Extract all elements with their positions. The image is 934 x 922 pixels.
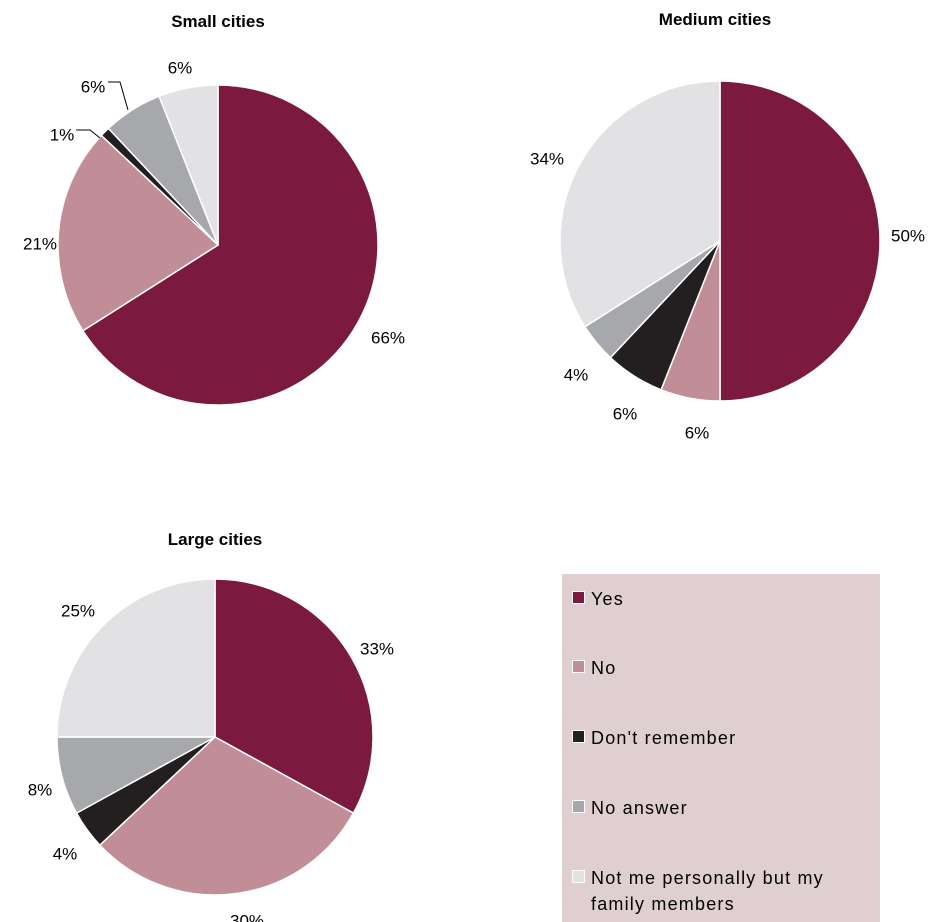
legend-item-family-members: Not me personally but my family members	[572, 865, 881, 917]
data-label-large-cities-not-me-personally-but-my-family-members: 25%	[61, 601, 95, 620]
chart-title-medium-cities: Medium cities	[658, 10, 772, 29]
data-label-small-cities-no-answer: 6%	[81, 77, 106, 96]
pie-slice-medium-cities-not-me-personally-but-my-family-members	[559, 80, 721, 328]
leader-line-small-cities-no-answer	[108, 81, 129, 111]
legend-item-no: No	[572, 655, 881, 681]
data-label-medium-cities-no: 6%	[685, 423, 710, 442]
data-label-medium-cities-yes: 50%	[891, 226, 925, 245]
legend-label-dont-remember: Don't remember	[591, 728, 737, 748]
legend-item-no-answer: No answer	[572, 795, 881, 821]
data-label-small-cities-not-me-personally-but-my-family-members: 6%	[168, 58, 193, 77]
data-label-medium-cities-no-answer: 4%	[564, 365, 589, 384]
legend-swatch-dont-remember	[572, 730, 585, 743]
data-label-small-cities-yes: 66%	[371, 328, 405, 347]
legend-label-family-members: Not me personally but my family members	[591, 868, 824, 914]
data-label-large-cities-no: 30%	[230, 911, 264, 922]
legend-swatch-family-members	[572, 870, 585, 883]
pie-slice-large-cities-not-me-personally-but-my-family-members	[56, 578, 216, 738]
chart-title-large-cities: Large cities	[167, 530, 263, 549]
data-label-small-cities-no: 21%	[23, 234, 57, 253]
legend-label-yes: Yes	[591, 589, 624, 609]
legend-swatch-no-answer	[572, 800, 585, 813]
legend-label-no-answer: No answer	[591, 798, 688, 818]
pie-slice-medium-cities-yes	[719, 80, 881, 402]
data-label-large-cities-no-answer: 8%	[28, 780, 53, 799]
legend: Yes No Don't remember No answer Not me p…	[562, 574, 880, 922]
legend-swatch-yes	[572, 591, 585, 604]
data-label-small-cities-don-t-remember: 1%	[50, 125, 75, 144]
legend-item-dont-remember: Don't remember	[572, 725, 881, 751]
legend-swatch-no	[572, 660, 585, 673]
data-label-large-cities-yes: 33%	[360, 639, 394, 658]
data-label-medium-cities-not-me-personally-but-my-family-members: 34%	[530, 149, 564, 168]
data-label-large-cities-don-t-remember: 4%	[53, 844, 78, 863]
pie-slice-small-cities-not-me-personally-but-my-family-members	[158, 84, 219, 246]
pie-slice-large-cities-no	[99, 736, 355, 896]
legend-label-no: No	[591, 658, 617, 678]
leader-line-small-cities-don-t-remember	[76, 129, 101, 139]
legend-item-yes: Yes	[572, 586, 881, 612]
pie-slice-small-cities-no	[57, 134, 219, 332]
pie-slice-large-cities-yes	[214, 578, 374, 814]
data-label-medium-cities-don-t-remember: 6%	[613, 404, 638, 423]
chart-title-small-cities: Small cities	[171, 12, 265, 31]
pie-slice-small-cities-yes	[82, 84, 379, 406]
